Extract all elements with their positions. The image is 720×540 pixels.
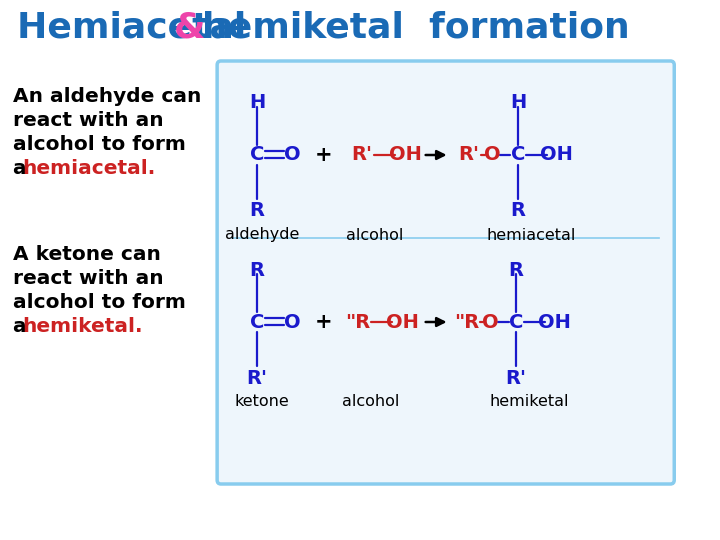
Text: O: O xyxy=(284,145,301,165)
Text: a: a xyxy=(14,317,34,336)
Text: C: C xyxy=(511,145,526,165)
Text: OH: OH xyxy=(387,313,419,332)
Text: OH: OH xyxy=(390,145,422,165)
Text: R: R xyxy=(510,201,526,220)
Text: +: + xyxy=(315,145,333,165)
Text: C: C xyxy=(250,145,264,165)
Text: R': R' xyxy=(505,368,526,388)
Text: a: a xyxy=(14,159,34,178)
Text: Hemiacetal: Hemiacetal xyxy=(17,10,259,44)
Text: aldehyde: aldehyde xyxy=(225,227,299,242)
Text: A ketone can: A ketone can xyxy=(14,245,161,264)
Text: &: & xyxy=(174,10,218,44)
Text: O: O xyxy=(284,313,301,332)
Text: alcohol to form: alcohol to form xyxy=(14,135,186,154)
Text: R: R xyxy=(250,260,265,280)
Text: R': R' xyxy=(247,368,268,388)
Text: react with an: react with an xyxy=(14,111,164,130)
Text: OH: OH xyxy=(540,145,572,165)
Text: hemiketal  formation: hemiketal formation xyxy=(202,10,630,44)
Text: hemiketal: hemiketal xyxy=(490,395,570,409)
Text: hemiacetal.: hemiacetal. xyxy=(22,159,155,178)
Text: "R: "R xyxy=(346,313,371,332)
Text: C: C xyxy=(509,313,523,332)
Text: C: C xyxy=(250,313,264,332)
Text: "R: "R xyxy=(454,313,480,332)
Text: R': R' xyxy=(458,145,479,165)
Text: ketone: ketone xyxy=(235,395,289,409)
Text: alcohol to form: alcohol to form xyxy=(14,293,186,312)
Text: +: + xyxy=(315,312,333,332)
Text: hemiacetal: hemiacetal xyxy=(487,227,576,242)
Text: O: O xyxy=(482,313,499,332)
Text: R: R xyxy=(250,201,265,220)
Text: OH: OH xyxy=(538,313,571,332)
Text: hemiketal.: hemiketal. xyxy=(22,317,143,336)
Text: alcohol: alcohol xyxy=(346,227,403,242)
Text: An aldehyde can: An aldehyde can xyxy=(14,87,202,106)
Text: R: R xyxy=(508,260,523,280)
Text: alcohol: alcohol xyxy=(342,395,399,409)
Text: O: O xyxy=(484,145,500,165)
Text: H: H xyxy=(510,93,526,112)
Text: H: H xyxy=(249,93,265,112)
FancyBboxPatch shape xyxy=(217,61,674,484)
Text: react with an: react with an xyxy=(14,269,164,288)
Text: R': R' xyxy=(351,145,372,165)
